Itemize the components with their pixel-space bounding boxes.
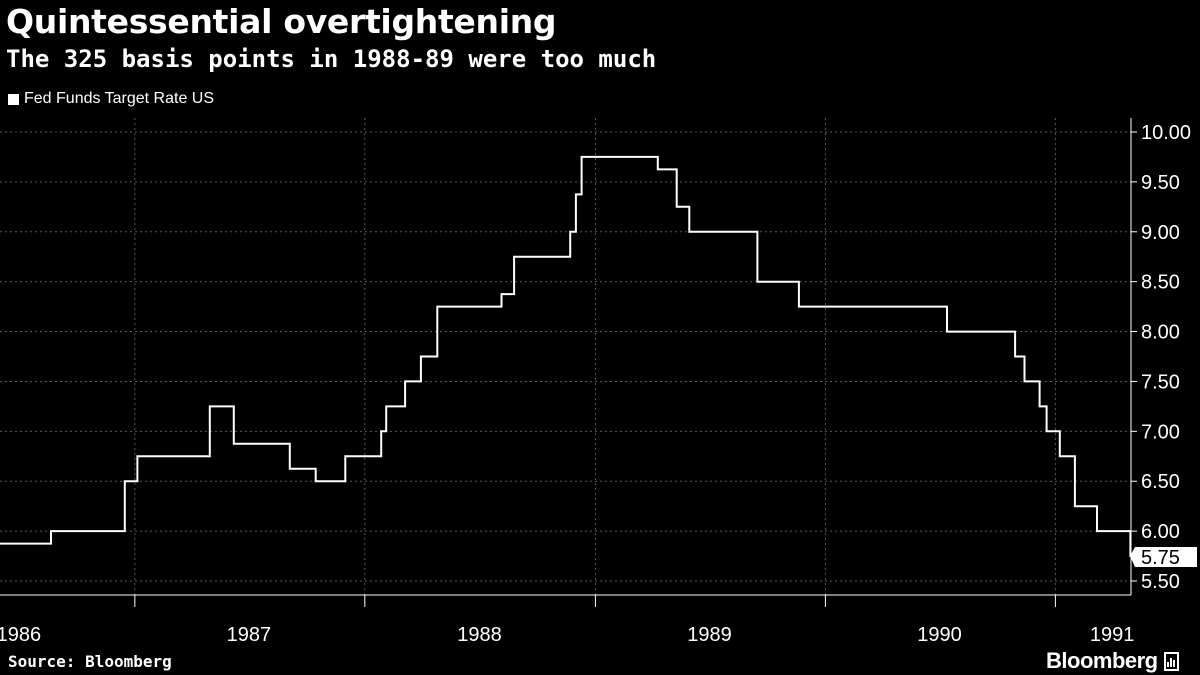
legend-label: Fed Funds Target Rate US	[24, 90, 215, 107]
x-tick-label: 1986	[0, 624, 41, 646]
series	[0, 155, 1143, 558]
y-tick-label: 7.50	[1141, 371, 1180, 393]
last-value: 5.75	[1130, 547, 1197, 569]
y-tick-label: 6.50	[1141, 471, 1180, 493]
brand-name: Bloomberg	[1046, 648, 1158, 673]
x-tick-label: 1990	[917, 624, 962, 646]
grid	[0, 118, 1131, 595]
last-value-box	[1130, 547, 1197, 568]
y-tick-label: 5.50	[1141, 571, 1180, 593]
series-line	[0, 155, 1143, 558]
x-tick-label: 1987	[227, 624, 272, 646]
y-tick-label: 8.50	[1141, 272, 1180, 294]
axes	[0, 118, 1137, 607]
last-value-label: 5.75	[1141, 547, 1180, 569]
brand-logo: Bloomberg	[1046, 648, 1179, 674]
legend-swatch	[8, 93, 19, 105]
y-tick-label: 9.50	[1141, 172, 1180, 194]
y-tick-label: 10.00	[1141, 122, 1191, 144]
chart-title: Quintessential overtightening	[6, 2, 557, 41]
y-tick-label: 9.00	[1141, 222, 1180, 244]
source-note: Source: Bloomberg	[8, 652, 172, 671]
y-tick-label: 6.00	[1141, 521, 1180, 543]
legend: Fed Funds Target Rate US	[8, 90, 214, 108]
x-tick-label: 1988	[457, 624, 502, 646]
y-tick-label: 7.00	[1141, 421, 1180, 443]
x-tick-labels: 1986 1987 1988 1989 1990 1991	[0, 624, 1134, 646]
x-tick-label: 1989	[687, 624, 732, 646]
x-tick-label: 1991	[1090, 624, 1135, 646]
y-tick-labels: 5.50 6.00 6.50 7.00 7.50 8.00 8.50 9.00 9.50 10.0…	[1141, 122, 1191, 593]
y-tick-label: 8.00	[1141, 322, 1180, 344]
bar-chart-icon	[1163, 651, 1179, 671]
chart-subtitle: The 325 basis points in 1988-89 were too…	[6, 45, 657, 73]
